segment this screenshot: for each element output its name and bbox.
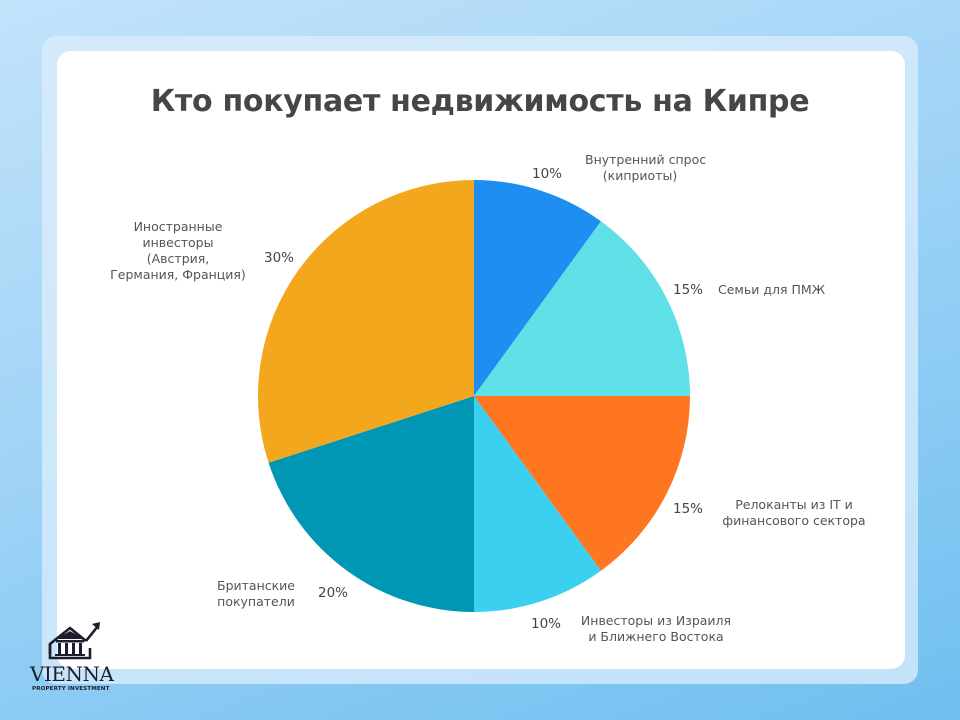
pct-foreign: 30% xyxy=(264,250,295,266)
label-foreign-line4: Германия, Франция) xyxy=(110,267,246,282)
label-israel-line2: и Ближнего Востока xyxy=(588,629,724,644)
label-families: Семьи для ПМЖ xyxy=(718,282,826,297)
label-british: Британские покупатели xyxy=(208,578,304,610)
label-relocants-line1: Релоканты из IT и xyxy=(735,497,853,512)
label-relocants: Релоканты из IT и финансового сектора xyxy=(716,497,872,529)
pct-relocants: 15% xyxy=(673,501,704,517)
label-domestic: Внутренний спрос (киприоты) xyxy=(585,152,707,184)
label-foreign-line2: инвесторы xyxy=(142,235,214,250)
slice-israel xyxy=(474,396,601,612)
label-israel-line1: Инвесторы из Израиля xyxy=(580,613,732,628)
label-relocants-line2: финансового сектора xyxy=(722,513,866,528)
vienna-logo-icon xyxy=(48,622,100,660)
label-british-line1: Британские xyxy=(217,578,295,593)
label-domestic-line1: Внутренний спрос xyxy=(585,152,707,167)
logo-name: VIENNA xyxy=(30,662,114,686)
label-foreign-line1: Иностранные xyxy=(133,219,223,234)
slice-relocants xyxy=(474,396,690,571)
pct-british: 20% xyxy=(318,585,349,601)
label-british-line2: покупатели xyxy=(217,594,295,609)
logo-subtitle: PROPERTY INVESTMENT xyxy=(32,686,110,692)
label-domestic-line2: (киприоты) xyxy=(602,168,678,183)
slice-foreign xyxy=(257,180,474,463)
slice-families xyxy=(474,221,690,396)
slice-domestic xyxy=(474,180,601,396)
slice-british xyxy=(268,396,474,612)
pct-families: 15% xyxy=(673,282,704,298)
label-israel: Инвесторы из Израиля и Ближнего Востока xyxy=(574,613,738,645)
pct-israel: 10% xyxy=(531,616,562,632)
pct-domestic: 10% xyxy=(532,166,563,182)
chart-title: Кто покупает недвижимость на Кипре xyxy=(150,84,810,119)
label-foreign-line3: (Австрия, xyxy=(146,251,210,266)
label-foreign: Иностранные инвесторы (Австрия, Германия… xyxy=(100,219,256,283)
